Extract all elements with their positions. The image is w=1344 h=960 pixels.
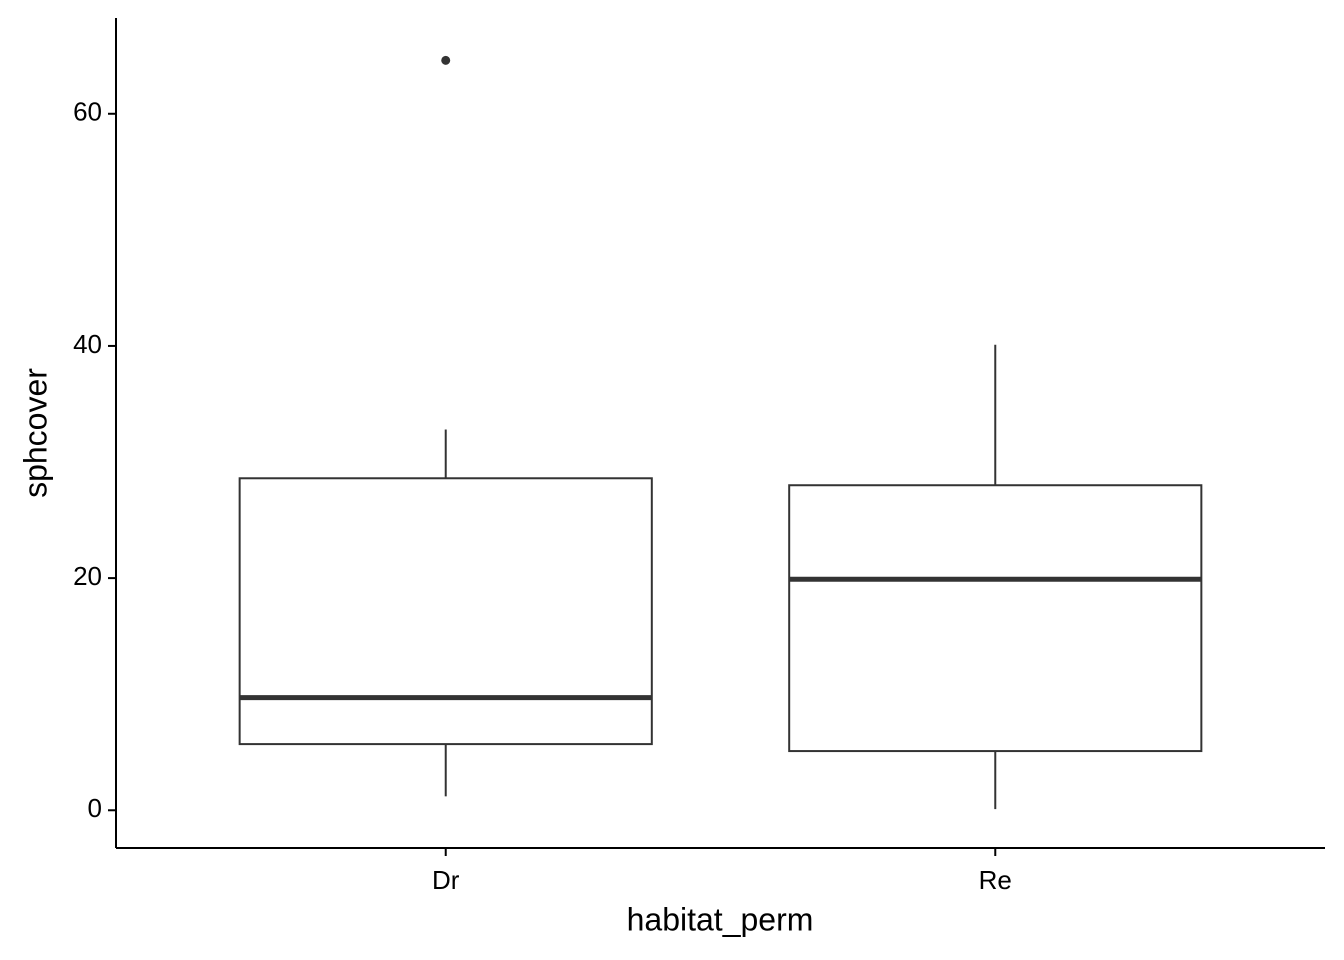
y-tick-label: 60 (73, 97, 102, 127)
box (788, 484, 1203, 753)
x-tick-label: Re (979, 865, 1012, 895)
box (238, 477, 653, 746)
outlier (441, 55, 451, 65)
y-tick-label: 40 (73, 329, 102, 359)
y-tick-label: 20 (73, 561, 102, 591)
x-axis-title: habitat_perm (627, 901, 814, 937)
y-tick-label: 0 (88, 793, 102, 823)
y-axis-title: sphcover (17, 368, 53, 498)
x-tick-label: Dr (432, 865, 460, 895)
